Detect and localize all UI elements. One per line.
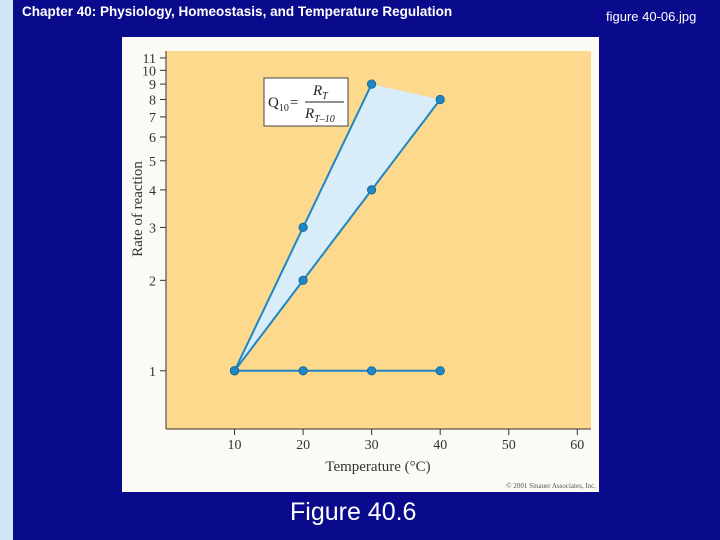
y-tick-label: 6 xyxy=(149,131,156,146)
series-2-point xyxy=(367,185,377,195)
x-tick-label: 60 xyxy=(570,438,584,453)
series-1-point xyxy=(298,222,308,232)
x-tick-label: 50 xyxy=(502,438,516,453)
figure-file-name: figure 40-06.jpg xyxy=(606,9,697,24)
left-accent-strip xyxy=(0,0,13,540)
x-tick-label: 30 xyxy=(365,438,379,453)
formula-numerator: R xyxy=(312,83,322,99)
formula-denominator-subscript: T–10 xyxy=(314,114,335,125)
q10-formula-box: Q10= RT RT–10 xyxy=(263,77,349,127)
formula-denominator: R xyxy=(304,106,314,122)
slide-title: Chapter 40: Physiology, Homeostasis, and… xyxy=(22,4,453,19)
svg-text:RT–10: RT–10 xyxy=(304,106,335,125)
y-tick-label: 10 xyxy=(142,64,156,79)
formula-equals: = xyxy=(290,95,298,111)
y-tick-label: 2 xyxy=(149,274,156,289)
y-tick-label: 3 xyxy=(149,221,156,236)
y-tick-label: 4 xyxy=(149,184,156,199)
x-axis-ticks: 10 20 30 40 50 60 xyxy=(228,429,584,453)
y-tick-label: 7 xyxy=(149,111,156,126)
series-2-point xyxy=(298,275,308,285)
q10-range-band xyxy=(234,84,441,371)
x-axis-label: Temperature (°C) xyxy=(325,459,430,475)
series-line-2 xyxy=(233,98,441,372)
figure-panel: 1 2 3 4 5 6 7 8 9 10 11 10 20 30 40 50 60 Q10= RT RT–10… xyxy=(122,37,599,492)
svg-text:Q10=: Q10= xyxy=(268,95,298,114)
series-3-point xyxy=(229,366,240,376)
series-1-point xyxy=(367,79,377,89)
formula-q-subscript: 10 xyxy=(279,103,289,114)
copyright-notice: © 2001 Sinauer Associates, Inc. xyxy=(506,482,596,490)
y-axis-label: Rate of reaction xyxy=(130,161,146,257)
y-tick-label: 5 xyxy=(149,155,156,170)
x-tick-label: 20 xyxy=(296,438,310,453)
series-layer xyxy=(229,79,445,376)
series-3-point xyxy=(367,366,377,376)
y-tick-label: 9 xyxy=(149,78,156,93)
x-tick-label: 40 xyxy=(433,438,447,453)
formula-numerator-subscript: T xyxy=(322,91,329,102)
series-3-point xyxy=(298,366,308,376)
svg-text:RT: RT xyxy=(312,83,329,102)
x-tick-label: 10 xyxy=(228,438,242,453)
y-tick-label: 11 xyxy=(143,52,156,67)
formula-q: Q xyxy=(268,95,279,111)
figure-caption: Figure 40.6 xyxy=(290,498,417,526)
y-tick-label: 8 xyxy=(149,93,156,108)
y-tick-label: 1 xyxy=(149,365,156,380)
series-3-point xyxy=(435,366,445,376)
series-2-point xyxy=(435,94,445,105)
